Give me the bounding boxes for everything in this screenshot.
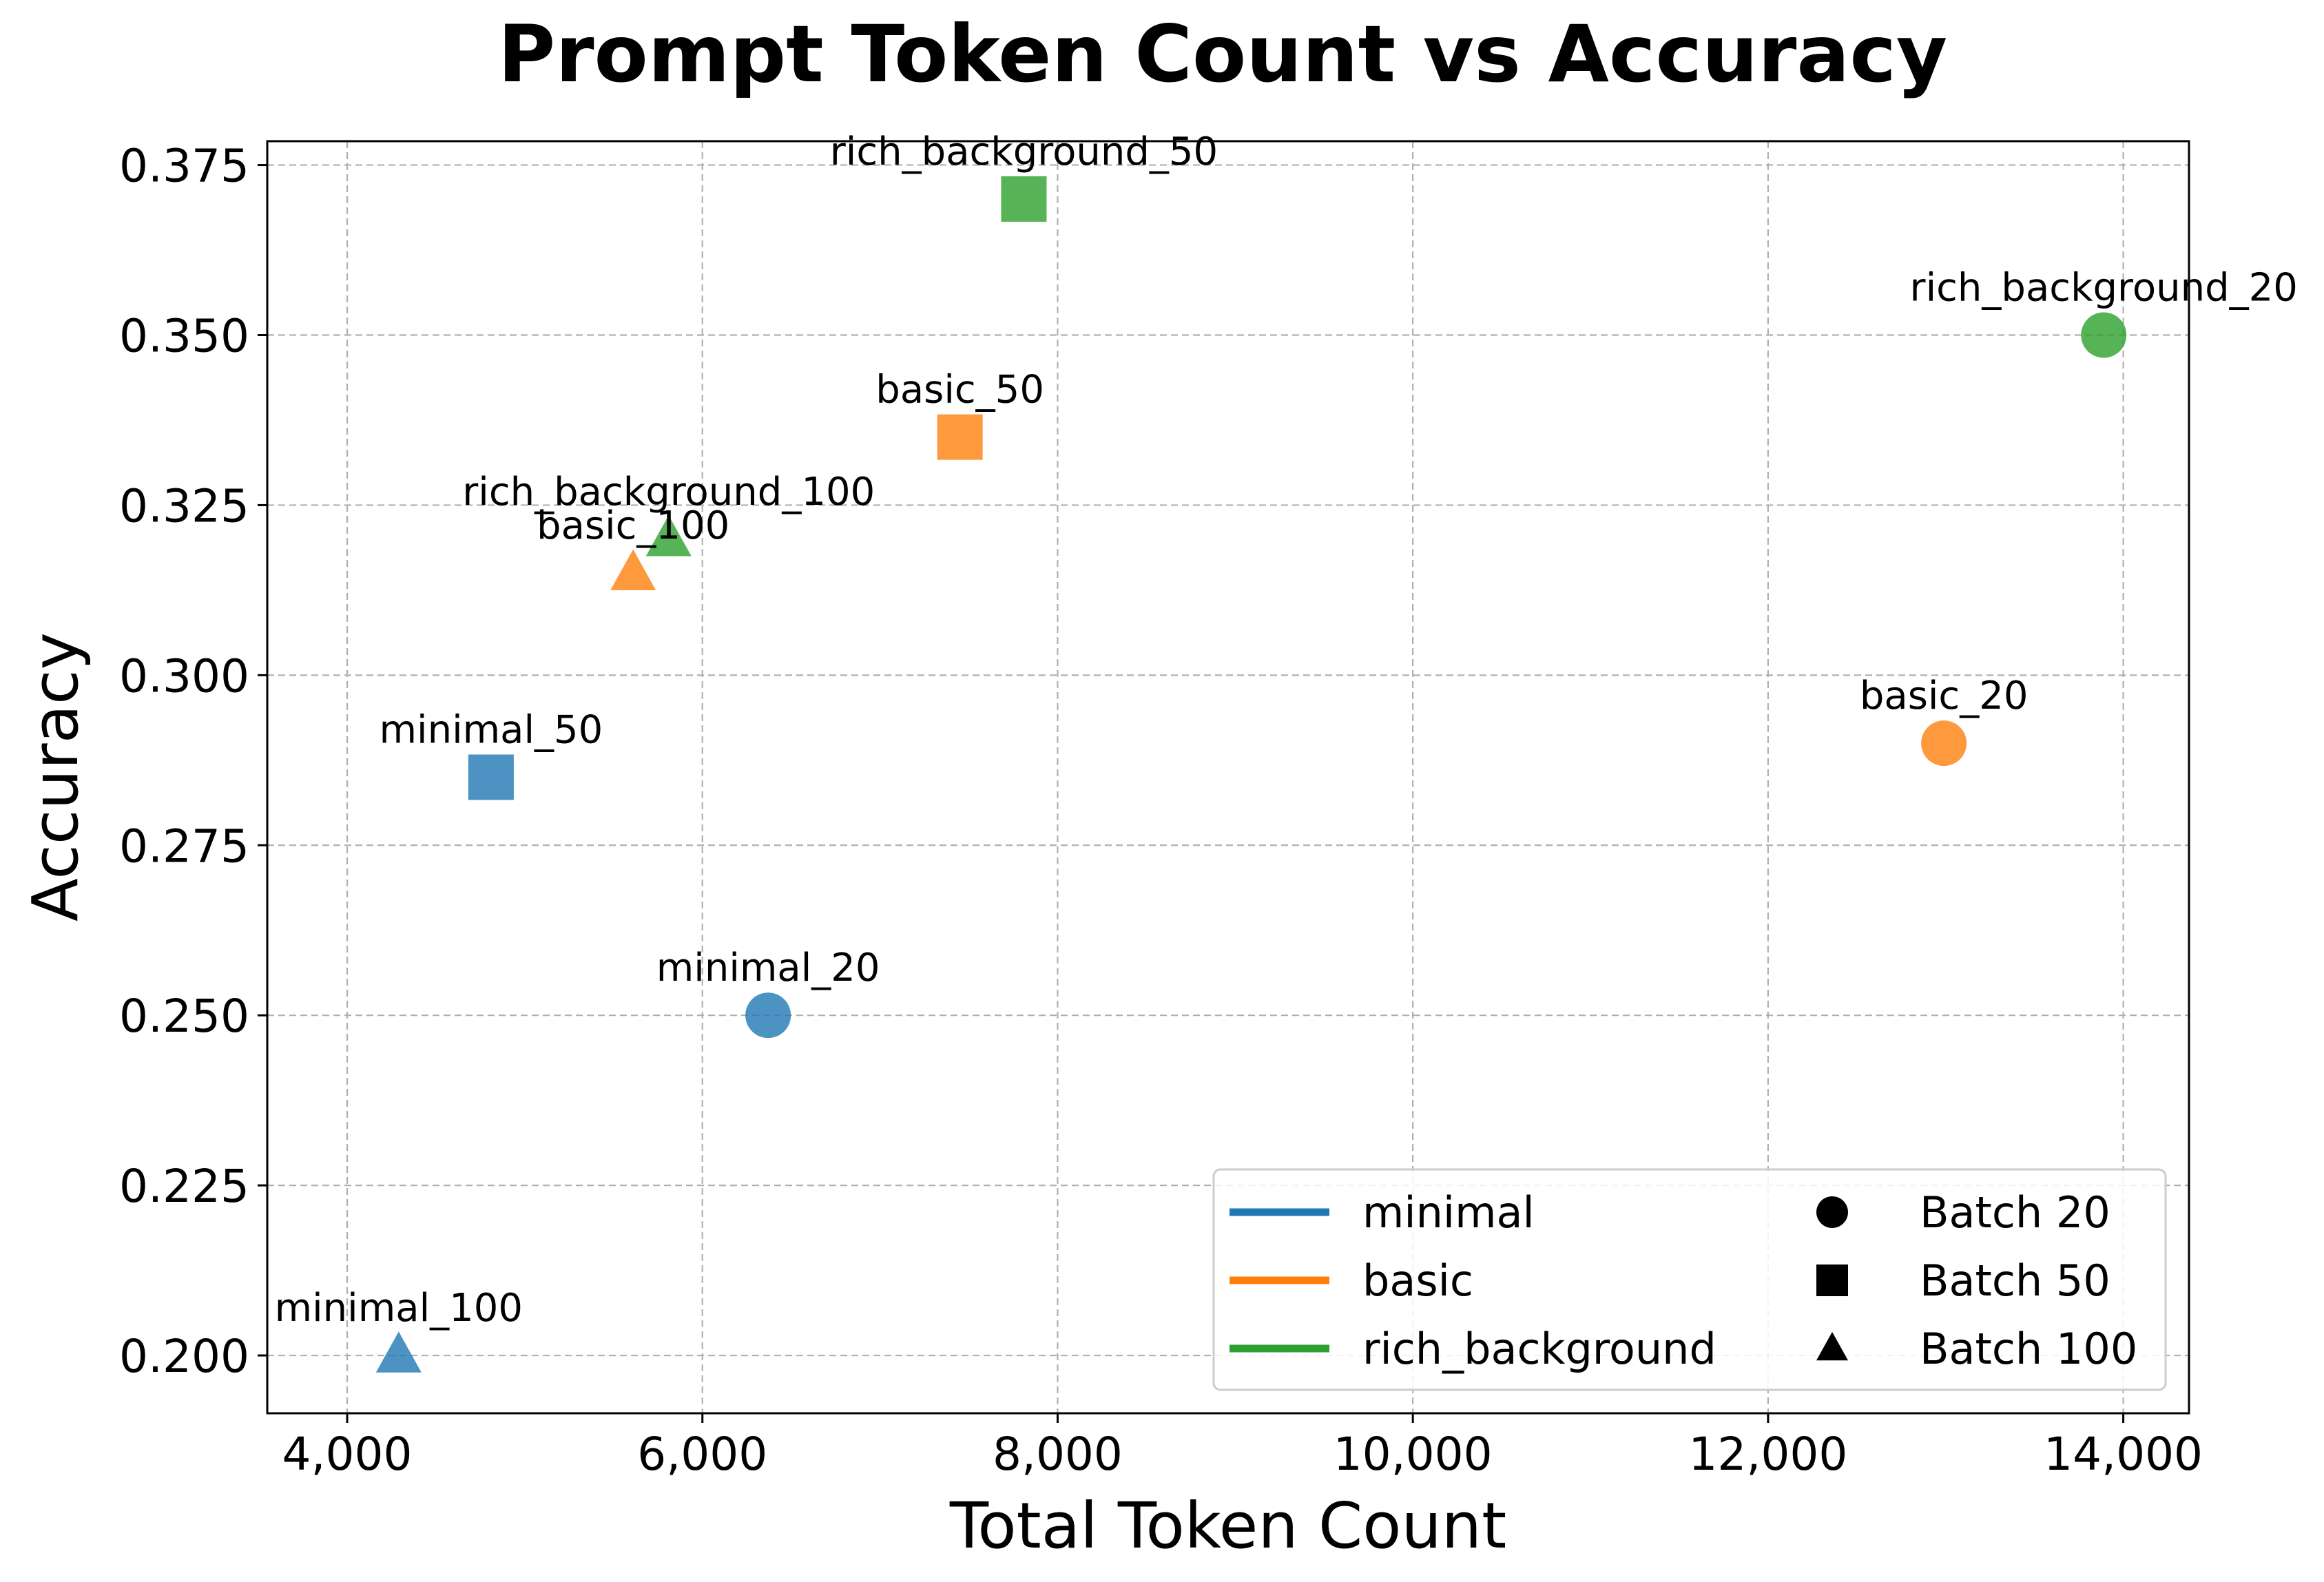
y-tick-label: 0.300 (119, 649, 249, 702)
axis-ticks: 4,000 6,000 8,000 10,000 12,000 14,000 0.200 0.… (119, 140, 2203, 1481)
point-label: minimal_50 (379, 708, 603, 753)
point-rich_background_50 (1001, 176, 1047, 222)
point-label: minimal_20 (656, 946, 880, 990)
y-tick-label: 0.275 (119, 820, 249, 873)
point-basic_50 (937, 414, 983, 460)
chart-title: Prompt Token Count vs Accuracy (498, 8, 1947, 100)
point-minimal_100 (375, 1331, 422, 1373)
legend-box (1212, 1168, 2167, 1391)
data-points (375, 176, 2127, 1373)
point-basic_100 (610, 549, 656, 590)
x-tick-label: 14,000 (2044, 1428, 2203, 1481)
legend-label: Batch 20 (1920, 1187, 2110, 1238)
legend-label: basic (1362, 1256, 1473, 1306)
point-rich_background_20 (2081, 312, 2127, 358)
point-minimal_20 (745, 992, 791, 1039)
y-tick-label: 0.250 (119, 990, 249, 1043)
point-label: basic_20 (1860, 674, 2029, 718)
legend-marker-square (1816, 1264, 1848, 1296)
x-tick-label: 10,000 (1334, 1428, 1493, 1481)
point-basic_20 (1921, 720, 1967, 767)
legend-marker-circle (1816, 1196, 1848, 1228)
x-tick-label: 4,000 (282, 1428, 413, 1481)
y-tick-label: 0.375 (119, 140, 249, 193)
point-rich_background_100 (645, 515, 692, 556)
y-axis-label: Accuracy (19, 632, 92, 922)
point-label: rich_background_20 (1910, 265, 2298, 310)
legend: minimal basic rich_background Batch 20 Batch… (1212, 1168, 2167, 1391)
y-tick-label: 0.350 (119, 309, 249, 362)
legend-marker-triangle (1816, 1331, 1848, 1361)
point-label: basic_100 (537, 503, 729, 548)
point-label: basic_50 (875, 368, 1044, 413)
legend-label: rich_background (1362, 1324, 1716, 1374)
point-label: rich_background_50 (830, 129, 1218, 174)
plot-frame (266, 140, 2190, 1415)
y-tick-label: 0.225 (119, 1160, 249, 1213)
legend-label: Batch 50 (1920, 1256, 2110, 1306)
point-labels: minimal_20minimal_50minimal_100basic_20b… (275, 129, 2298, 1331)
y-tick-label: 0.325 (119, 479, 249, 532)
x-tick-label: 6,000 (637, 1428, 767, 1481)
y-tick-label: 0.200 (119, 1330, 249, 1383)
x-tick-label: 8,000 (993, 1428, 1123, 1481)
x-axis-label: Total Token Count (949, 1489, 1506, 1563)
point-label: rich_background_100 (462, 470, 875, 514)
point-minimal_50 (468, 754, 514, 800)
legend-label: Batch 100 (1920, 1324, 2137, 1374)
x-tick-label: 12,000 (1688, 1428, 1847, 1481)
point-label: minimal_100 (275, 1286, 523, 1331)
legend-label: minimal (1362, 1187, 1535, 1238)
